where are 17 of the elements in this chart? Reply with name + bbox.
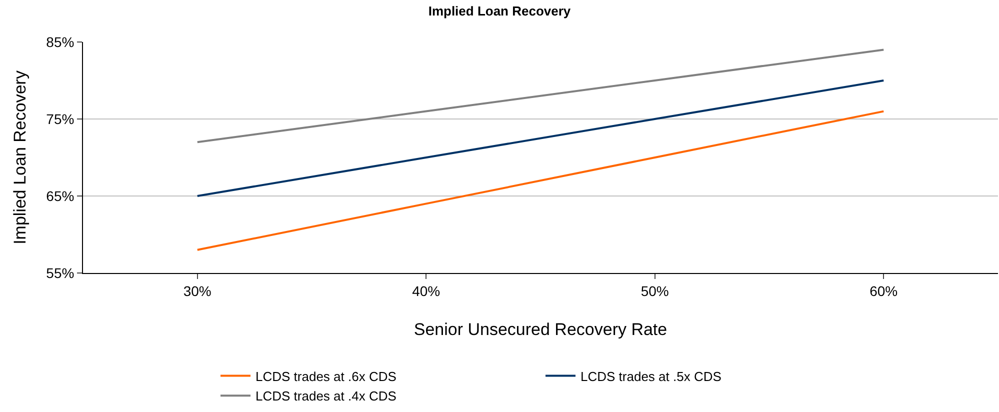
x-tick-label: 60%: [870, 282, 898, 299]
x-axis-title: Senior Unsecured Recovery Rate: [414, 320, 668, 340]
y-axis-title: Implied Loan Recovery: [10, 70, 30, 244]
line-series: [196, 110, 885, 251]
y-tick-label: 75%: [46, 110, 74, 127]
y-tick-label: 65%: [46, 188, 74, 204]
x-tick-label: 40%: [412, 282, 440, 299]
legend-label: LCDS trades at .6x CDS: [256, 368, 397, 384]
line-series: [196, 80, 885, 197]
chart-title: Implied Loan Recovery: [428, 3, 572, 18]
y-tick-label: 55%: [46, 264, 74, 281]
y-tick-label: 85%: [46, 34, 74, 50]
legend-label: LCDS trades at .5x CDS: [580, 368, 722, 384]
x-tick-label: 50%: [640, 282, 669, 299]
legend-label: LCDS trades at .4x CDS: [256, 388, 397, 404]
line-series: [196, 48, 885, 144]
x-tick-label: 30%: [183, 282, 212, 299]
